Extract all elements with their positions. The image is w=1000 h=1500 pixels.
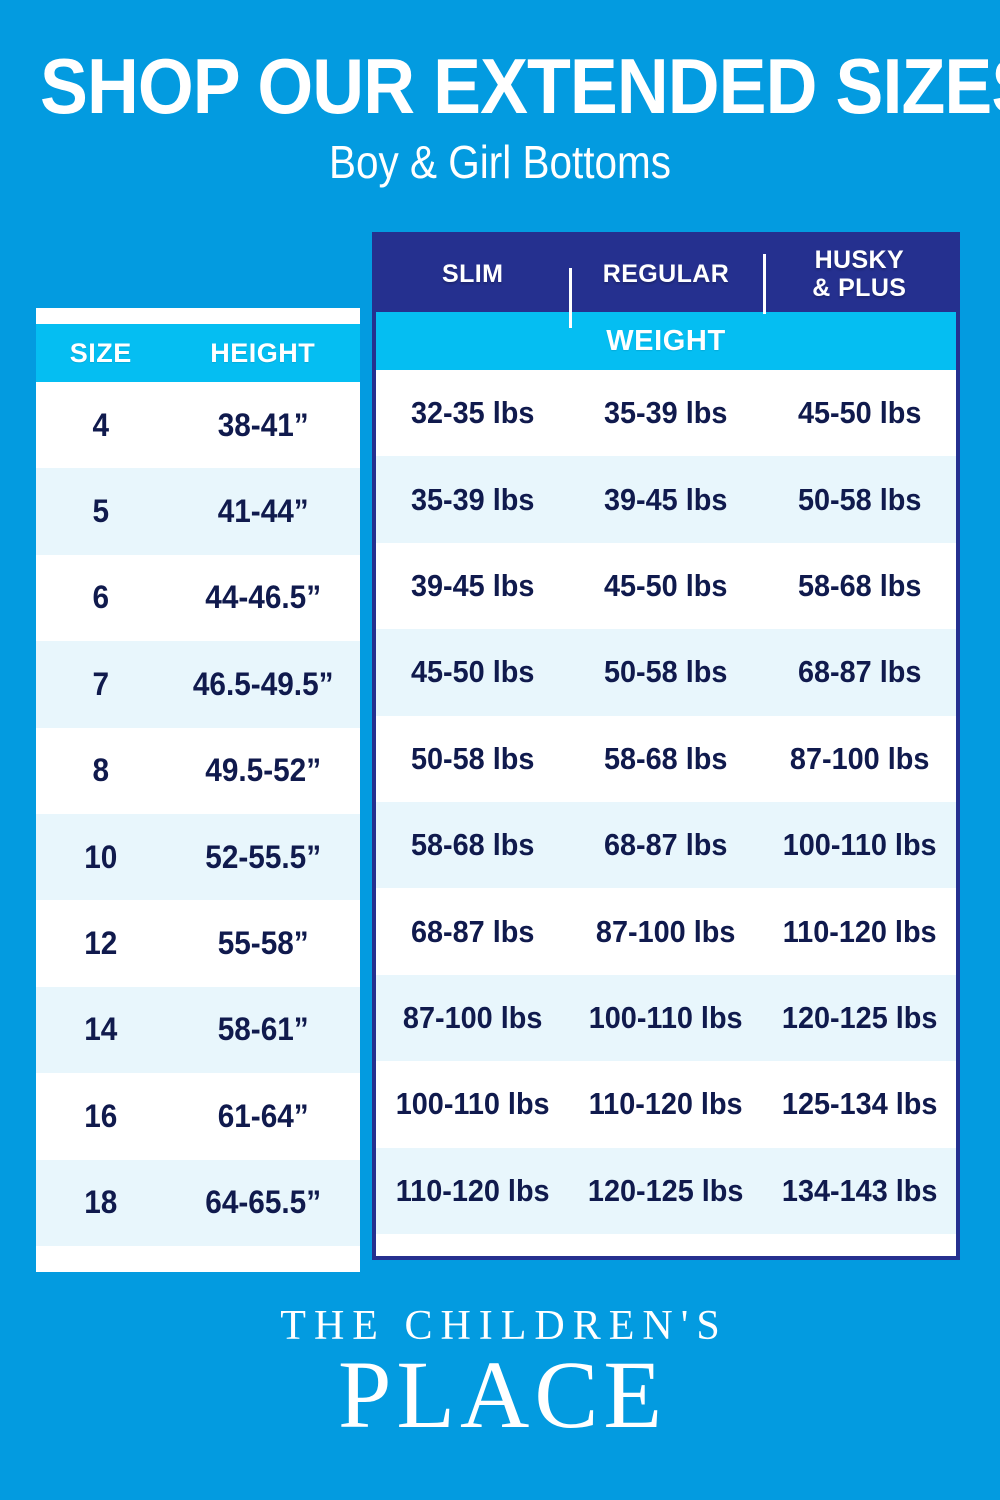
cell-weight-slim: 45-50 lbs xyxy=(410,654,535,690)
size-table-row: 5 41-44” xyxy=(36,468,360,555)
weight-table-row: 87-100 lbs 100-110 lbs 120-125 lbs xyxy=(376,974,956,1062)
weight-table-row: 32-35 lbs 35-39 lbs 45-50 lbs xyxy=(376,370,956,457)
cell-size: 18 xyxy=(84,1184,118,1221)
weight-table-row: 50-58 lbs 58-68 lbs 87-100 lbs xyxy=(376,715,956,802)
cell-weight-husky: 58-68 lbs xyxy=(797,567,922,603)
cell-weight-regular: 87-100 lbs xyxy=(596,913,736,949)
cell-weight-slim: 58-68 lbs xyxy=(410,827,535,863)
column-header-husky-plus: HUSKY & PLUS xyxy=(762,246,956,314)
column-header-height: HEIGHT xyxy=(210,337,316,368)
cell-weight-husky: 125-134 lbs xyxy=(781,1086,938,1122)
cell-weight-slim: 87-100 lbs xyxy=(402,999,543,1035)
size-table-top-spacer xyxy=(36,308,360,324)
weight-table: SLIM REGULAR HUSKY & PLUS WEIGHT 32-35 l… xyxy=(372,232,960,1260)
cell-size: 10 xyxy=(84,838,118,875)
brand-logo: THE CHILDREN'S PLACE xyxy=(0,1302,1000,1444)
cell-weight-regular: 50-58 lbs xyxy=(604,654,728,690)
column-header-husky-line1: HUSKY xyxy=(814,246,905,274)
size-table-row: 4 38-41” xyxy=(36,382,360,469)
weight-band: WEIGHT xyxy=(376,312,956,370)
cell-weight-husky: 134-143 lbs xyxy=(781,1172,938,1208)
cell-weight-slim: 100-110 lbs xyxy=(395,1086,550,1122)
cell-weight-husky: 100-110 lbs xyxy=(782,827,937,863)
size-table-row: 16 61-64” xyxy=(36,1073,360,1160)
size-table-row: 8 49.5-52” xyxy=(36,727,360,814)
cell-weight-husky: 68-87 lbs xyxy=(797,654,922,690)
weight-table-bottom-spacer xyxy=(376,1233,956,1256)
cell-weight-slim: 50-58 lbs xyxy=(410,740,535,776)
cell-size: 16 xyxy=(84,1097,118,1134)
size-table-header-row: SIZE HEIGHT xyxy=(36,324,360,382)
page-subtitle: Boy & Girl Bottoms xyxy=(329,136,671,189)
weight-table-row: 45-50 lbs 50-58 lbs 68-87 lbs xyxy=(376,629,956,716)
cell-weight-slim: 32-35 lbs xyxy=(410,395,535,431)
cell-height: 52-55.5” xyxy=(204,838,321,875)
cell-height: 55-58” xyxy=(217,925,309,962)
cell-height: 61-64” xyxy=(217,1097,309,1134)
size-table-row: 6 44-46.5” xyxy=(36,554,360,642)
cell-weight-husky: 120-125 lbs xyxy=(781,999,938,1035)
cell-height: 64-65.5” xyxy=(204,1184,321,1221)
cell-weight-regular: 39-45 lbs xyxy=(604,481,728,517)
weight-table-row: 39-45 lbs 45-50 lbs 58-68 lbs xyxy=(376,542,956,630)
weight-band-label: WEIGHT xyxy=(606,324,726,357)
column-header-regular: REGULAR xyxy=(569,260,762,328)
size-table-row: 7 46.5-49.5” xyxy=(36,641,360,728)
cell-size: 8 xyxy=(92,752,110,789)
cell-size: 14 xyxy=(84,1011,118,1048)
cell-size: 7 xyxy=(92,665,110,702)
cell-height: 44-46.5” xyxy=(204,579,321,616)
weight-table-fit-header-row: SLIM REGULAR HUSKY & PLUS xyxy=(376,236,956,328)
cell-weight-slim: 68-87 lbs xyxy=(410,913,535,949)
cell-height: 38-41” xyxy=(217,406,309,443)
cell-weight-slim: 110-120 lbs xyxy=(395,1172,550,1208)
weight-table-body: 32-35 lbs 35-39 lbs 45-50 lbs 35-39 lbs 39-4… xyxy=(376,370,956,1234)
size-table-row: 12 55-58” xyxy=(36,900,360,987)
cell-height: 46.5-49.5” xyxy=(192,665,334,702)
cell-size: 12 xyxy=(84,925,118,962)
column-header-size: SIZE xyxy=(69,337,132,368)
page-header: SHOP OUR EXTENDED SIZES Boy & Girl Botto… xyxy=(0,0,1000,187)
cell-weight-regular: 110-120 lbs xyxy=(589,1086,743,1122)
page-title: SHOP OUR EXTENDED SIZES xyxy=(40,42,1000,130)
size-height-table: SIZE HEIGHT 4 38-41” 5 41-44” 6 44-46.5” 7 46.5… xyxy=(36,308,360,1272)
weight-table-row: 58-68 lbs 68-87 lbs 100-110 lbs xyxy=(376,801,956,889)
cell-weight-regular: 45-50 lbs xyxy=(604,567,728,603)
size-chart-tables: SIZE HEIGHT 4 38-41” 5 41-44” 6 44-46.5” 7 46.5… xyxy=(0,232,1000,1292)
cell-size: 5 xyxy=(92,493,110,530)
cell-weight-regular: 35-39 lbs xyxy=(604,395,728,431)
cell-weight-regular: 100-110 lbs xyxy=(589,999,743,1035)
cell-height: 58-61” xyxy=(217,1011,309,1048)
cell-weight-regular: 58-68 lbs xyxy=(604,740,728,776)
weight-table-row: 100-110 lbs 110-120 lbs 125-134 lbs xyxy=(376,1061,956,1148)
cell-weight-regular: 68-87 lbs xyxy=(604,827,728,863)
size-table-bottom-spacer xyxy=(36,1245,360,1272)
cell-weight-slim: 35-39 lbs xyxy=(410,481,535,517)
size-table-row: 10 52-55.5” xyxy=(36,813,360,901)
cell-weight-husky: 45-50 lbs xyxy=(797,395,922,431)
size-table-row: 18 64-65.5” xyxy=(36,1159,360,1246)
cell-size: 6 xyxy=(92,579,110,616)
cell-size: 4 xyxy=(92,406,110,443)
column-header-slim: SLIM xyxy=(442,260,504,288)
brand-logo-line2: PLACE xyxy=(337,1341,668,1449)
cell-weight-husky: 50-58 lbs xyxy=(797,481,922,517)
brand-logo-line1: THE CHILDREN'S xyxy=(280,1303,728,1350)
cell-height: 41-44” xyxy=(217,493,309,530)
column-header-husky-line2: & PLUS xyxy=(812,274,907,302)
cell-weight-regular: 120-125 lbs xyxy=(588,1172,744,1208)
weight-table-row: 110-120 lbs 120-125 lbs 134-143 lbs xyxy=(376,1147,956,1234)
weight-table-row: 35-39 lbs 39-45 lbs 50-58 lbs xyxy=(376,456,956,543)
size-table-row: 14 58-61” xyxy=(36,986,360,1074)
cell-weight-husky: 110-120 lbs xyxy=(782,913,937,949)
cell-height: 49.5-52” xyxy=(204,752,321,789)
cell-weight-husky: 87-100 lbs xyxy=(789,740,930,776)
cell-weight-slim: 39-45 lbs xyxy=(410,567,535,603)
weight-table-row: 68-87 lbs 87-100 lbs 110-120 lbs xyxy=(376,888,956,975)
size-table-body: 4 38-41” 5 41-44” 6 44-46.5” 7 46.5-49.5” 8 49.5-… xyxy=(36,382,360,1246)
